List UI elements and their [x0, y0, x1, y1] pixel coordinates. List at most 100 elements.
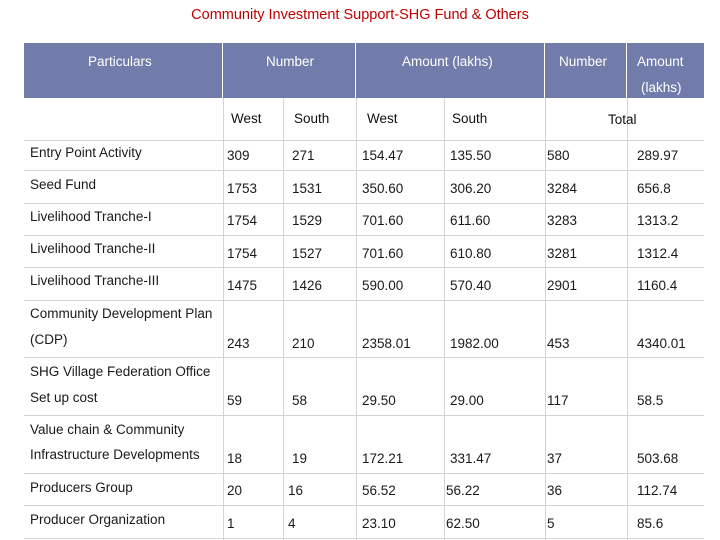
number-south-cell: 1531: [292, 181, 323, 196]
row-label: Livelihood Tranche-I: [30, 209, 152, 224]
total-number-cell: 117: [547, 393, 569, 408]
header-cell-particulars: [24, 43, 223, 98]
header-cell-number: [223, 43, 356, 98]
total-amount-cell: 58.5: [637, 393, 664, 408]
amount-south-cell: 56.22: [446, 483, 480, 498]
number-west-cell: 1753: [227, 181, 258, 196]
header-cell-amount: [356, 43, 545, 98]
amount-south-cell: 331.47: [450, 451, 492, 466]
total-number-cell: 3283: [547, 213, 578, 228]
amount-west-cell: 2358.01: [362, 336, 411, 351]
grid-line: [24, 357, 704, 358]
row-label: Community Development Plan: [30, 306, 213, 321]
number-south-cell: 19: [292, 451, 308, 466]
number-west-cell: 1: [227, 516, 235, 531]
subheader-number-west: West: [231, 111, 262, 126]
amount-south-cell: 306.20: [450, 181, 492, 196]
header-total-number: Number: [559, 54, 608, 69]
grid-line: [627, 98, 628, 540]
total-number-cell: 37: [547, 451, 563, 466]
amount-west-cell: 350.60: [362, 181, 404, 196]
grid-line: [24, 473, 704, 474]
amount-south-cell: 62.50: [446, 516, 480, 531]
header-particulars: Particulars: [88, 54, 152, 69]
row-label-line2: (CDP): [30, 332, 68, 347]
number-south-cell: 4: [288, 516, 296, 531]
number-south-cell: 1529: [292, 213, 323, 228]
total-number-cell: 5: [547, 516, 555, 531]
row-label: Livelihood Tranche-III: [30, 273, 160, 288]
amount-west-cell: 23.10: [362, 516, 396, 531]
number-west-cell: 1754: [227, 246, 258, 261]
total-amount-cell: 4340.01: [637, 336, 686, 351]
header-amount: Amount (lakhs): [402, 54, 493, 69]
total-amount-cell: 289.97: [637, 148, 679, 163]
number-south-cell: 1527: [292, 246, 323, 261]
row-label: Seed Fund: [30, 177, 97, 192]
total-number-cell: 36: [547, 483, 563, 498]
amount-south-cell: 570.40: [450, 278, 492, 293]
amount-west-cell: 172.21: [362, 451, 404, 466]
number-south-cell: 210: [292, 336, 315, 351]
grid-line: [24, 235, 704, 236]
row-label: Livelihood Tranche-II: [30, 241, 156, 256]
total-number-cell: 453: [547, 336, 570, 351]
row-label: Producer Organization: [30, 512, 166, 527]
amount-west-cell: 56.52: [362, 483, 396, 498]
amount-south-cell: 611.60: [450, 213, 491, 228]
grid-line: [24, 140, 704, 141]
subheader-amount-south: South: [452, 111, 488, 126]
number-west-cell: 18: [227, 451, 243, 466]
total-amount-cell: 1312.4: [637, 246, 679, 261]
number-south-cell: 58: [292, 393, 308, 408]
row-label: Producers Group: [30, 480, 133, 495]
header-total-amount: Amount: [637, 54, 684, 69]
total-number-cell: 580: [547, 148, 570, 163]
total-amount-cell: 656.8: [637, 181, 671, 196]
total-number-cell: 3284: [547, 181, 578, 196]
total-number-cell: 3281: [547, 246, 578, 261]
header-total-amount-unit: (lakhs): [641, 80, 682, 95]
subheader-amount-west: West: [367, 111, 398, 126]
row-label-line2: Infrastructure Developments: [30, 447, 200, 462]
total-amount-cell: 1313.2: [637, 213, 679, 228]
row-label: Value chain & Community: [30, 422, 185, 437]
header-cell-total-amount: [627, 43, 704, 98]
subheader-total: Total: [608, 112, 637, 127]
amount-south-cell: 29.00: [450, 393, 484, 408]
number-south-cell: 1426: [292, 278, 323, 293]
grid-line: [24, 170, 704, 171]
amount-west-cell: 701.60: [362, 246, 404, 261]
grid-line: [283, 98, 284, 540]
grid-line: [24, 505, 704, 506]
grid-line: [24, 300, 704, 301]
page-title: Community Investment Support-SHG Fund & …: [191, 7, 529, 23]
amount-west-cell: 701.60: [362, 213, 404, 228]
number-south-cell: 16: [288, 483, 304, 498]
grid-line: [223, 98, 224, 540]
total-amount-cell: 85.6: [637, 516, 664, 531]
total-amount-cell: 503.68: [637, 451, 679, 466]
amount-west-cell: 29.50: [362, 393, 396, 408]
number-west-cell: 20: [227, 483, 243, 498]
grid-line: [24, 538, 704, 539]
amount-south-cell: 1982.00: [450, 336, 499, 351]
row-label-line2: Set up cost: [30, 390, 98, 405]
amount-west-cell: 154.47: [362, 148, 404, 163]
row-label: SHG Village Federation Office: [30, 364, 211, 379]
total-amount-cell: 1160.4: [637, 278, 678, 293]
grid-line: [24, 203, 704, 204]
header-number: Number: [266, 54, 315, 69]
number-west-cell: 243: [227, 336, 250, 351]
amount-south-cell: 610.80: [450, 246, 492, 261]
number-west-cell: 59: [227, 393, 243, 408]
header-cell-total-number: [545, 43, 627, 98]
amount-south-cell: 135.50: [450, 148, 492, 163]
grid-line: [24, 415, 704, 416]
amount-west-cell: 590.00: [362, 278, 404, 293]
grid-line: [545, 98, 546, 540]
number-south-cell: 271: [292, 148, 315, 163]
grid-line: [24, 267, 704, 268]
grid-line: [444, 98, 445, 540]
grid-line: [356, 98, 357, 540]
